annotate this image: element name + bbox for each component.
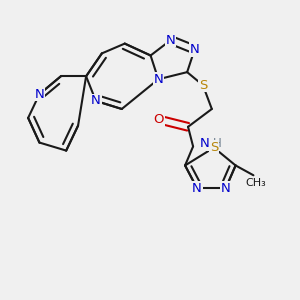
Text: N: N	[153, 73, 163, 86]
Text: CH₃: CH₃	[245, 178, 266, 188]
Text: N: N	[192, 182, 202, 194]
Text: O: O	[154, 113, 164, 126]
Text: S: S	[210, 141, 218, 154]
Text: N: N	[221, 182, 231, 194]
Text: N: N	[34, 88, 44, 100]
Text: S: S	[199, 79, 207, 92]
Text: N: N	[190, 43, 200, 56]
Text: H: H	[213, 137, 222, 150]
Text: N: N	[166, 34, 176, 46]
Text: N: N	[200, 137, 210, 150]
Text: N: N	[91, 94, 101, 107]
